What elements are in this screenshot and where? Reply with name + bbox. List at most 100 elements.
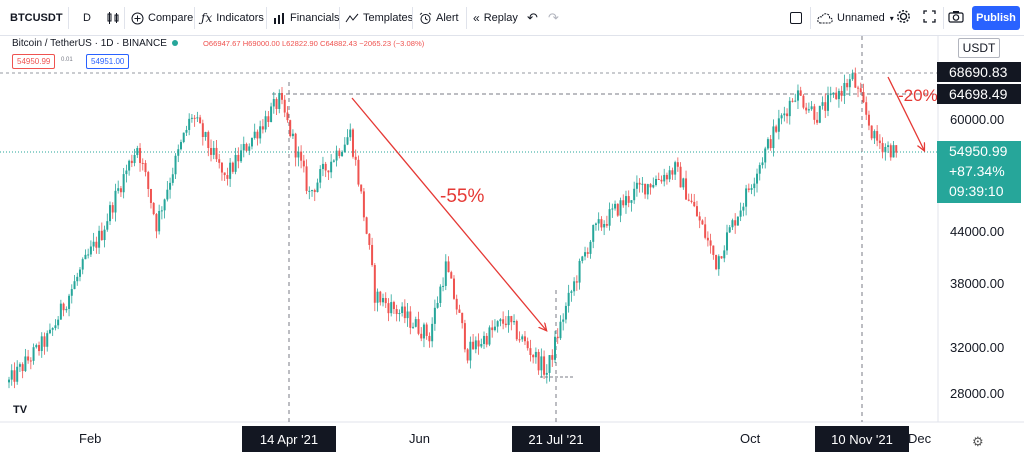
candle-body xyxy=(526,341,529,349)
candle-body xyxy=(472,341,475,350)
candle-body xyxy=(889,145,892,158)
alert-button[interactable]: Alert xyxy=(419,0,459,36)
compare-button[interactable]: Compare xyxy=(131,0,193,36)
candle-body xyxy=(436,302,439,308)
candle-body xyxy=(346,137,349,145)
candle-body xyxy=(130,160,133,164)
candle-body xyxy=(125,170,128,175)
gear-icon xyxy=(896,9,911,27)
candle-body xyxy=(534,351,537,358)
candle-body xyxy=(753,183,756,189)
candle-body xyxy=(245,143,248,151)
replay-label: Replay xyxy=(483,12,518,24)
candle-body xyxy=(24,356,27,372)
candle-body xyxy=(491,327,494,331)
candle-body xyxy=(54,325,57,329)
fullscreen-button[interactable] xyxy=(923,0,936,36)
candle-body xyxy=(338,150,341,157)
candle-body xyxy=(818,105,821,123)
candle-body xyxy=(182,132,185,143)
templates-label: Templates xyxy=(363,12,414,24)
candle-body xyxy=(887,145,890,147)
candle-body xyxy=(455,298,458,310)
symbol-search[interactable]: BTCUSDT xyxy=(10,0,63,36)
candle-body xyxy=(267,116,270,123)
candle-body xyxy=(248,146,251,151)
candle-body xyxy=(873,131,876,139)
toolbar-divider xyxy=(124,7,125,29)
templates-icon xyxy=(345,12,359,24)
buy-price-button[interactable]: 54951.00 xyxy=(86,54,130,69)
candle-body xyxy=(281,92,283,100)
publish-button[interactable]: Publish xyxy=(972,6,1020,30)
redo-button[interactable]: ↷ xyxy=(548,0,559,36)
candle-body xyxy=(810,106,813,110)
axis-settings-gear-icon[interactable]: ⚙ xyxy=(972,434,984,449)
indicators-label: Indicators xyxy=(216,12,264,24)
candle-body xyxy=(43,336,46,347)
candle-body xyxy=(297,151,300,158)
snapshot-button[interactable] xyxy=(948,0,964,36)
candle-body xyxy=(360,184,363,192)
candle-body xyxy=(652,184,655,188)
interval-button[interactable]: D xyxy=(83,0,91,36)
candle-body xyxy=(685,178,688,200)
indicators-button[interactable]: ƒx Indicators xyxy=(201,0,264,36)
undo-icon: ↶ xyxy=(527,10,538,25)
candle-body xyxy=(174,155,177,175)
drop-arrow-20 xyxy=(887,76,924,150)
redo-icon: ↷ xyxy=(548,10,559,25)
candle-body xyxy=(431,323,434,342)
candle-body xyxy=(237,154,240,162)
currency-button[interactable]: USDT xyxy=(958,38,1000,58)
candle-body xyxy=(305,166,308,191)
replay-button[interactable]: « Replay xyxy=(473,0,518,36)
candle-body xyxy=(895,145,898,153)
candle-body xyxy=(766,139,769,149)
layout-name-button[interactable]: Unnamed ▾ xyxy=(817,0,894,36)
sell-price-button[interactable]: 54950.99 xyxy=(12,54,56,69)
candle-body xyxy=(103,229,106,241)
candle-body xyxy=(21,364,24,372)
candle-body xyxy=(878,140,881,144)
candle-body xyxy=(264,116,267,130)
financials-button[interactable]: Financials xyxy=(273,0,340,36)
candle-body xyxy=(210,148,213,155)
candle-body xyxy=(758,165,761,174)
candle-body xyxy=(291,133,294,137)
candle-body xyxy=(179,142,182,150)
settings-button[interactable] xyxy=(896,0,911,36)
fullscreen-layout-toggle[interactable] xyxy=(790,0,802,36)
candle-body xyxy=(608,209,611,226)
candle-body xyxy=(616,203,619,216)
candle-body xyxy=(644,183,647,195)
candle-body xyxy=(859,88,862,93)
candle-body xyxy=(406,311,409,319)
candle-body xyxy=(665,174,668,180)
candle-body xyxy=(207,132,210,149)
candle-body xyxy=(682,178,685,188)
candle-body xyxy=(447,261,450,273)
candle-body xyxy=(851,73,854,80)
layout-name-label: Unnamed xyxy=(837,12,885,24)
candle-body xyxy=(18,364,21,367)
undo-button[interactable]: ↶ xyxy=(527,0,538,36)
candle-body xyxy=(256,131,259,139)
price-tick: 60000.00 xyxy=(950,112,1005,127)
candle-body xyxy=(73,281,76,290)
plus-circle-icon xyxy=(131,12,144,25)
candle-body xyxy=(483,335,486,345)
candle-body xyxy=(294,133,297,158)
candle-body xyxy=(321,163,324,170)
templates-button[interactable]: Templates xyxy=(345,0,413,36)
price-tick: 44000.00 xyxy=(950,224,1005,239)
candle-body xyxy=(578,260,581,283)
candle-body xyxy=(821,102,824,106)
candle-body xyxy=(742,206,745,211)
chart-type-button[interactable] xyxy=(106,0,124,36)
price-tick: 38000.00 xyxy=(950,276,1005,291)
candle-body xyxy=(155,214,158,232)
candle-body xyxy=(837,90,840,100)
candle-body xyxy=(461,312,464,324)
